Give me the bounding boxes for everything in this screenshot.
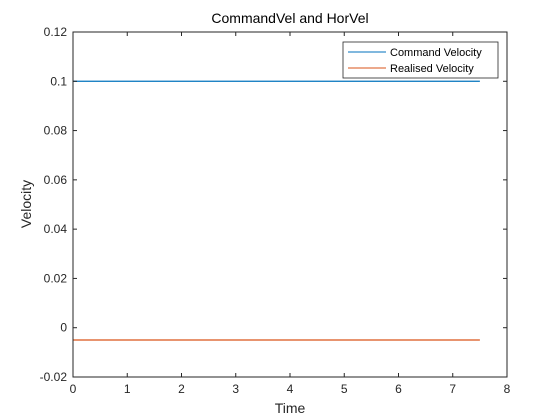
x-tick-label: 3 [232, 382, 239, 396]
y-tick-label: 0.04 [44, 222, 68, 236]
y-tick-label: 0.02 [44, 271, 68, 285]
chart-title: CommandVel and HorVel [211, 10, 368, 26]
series-layer [73, 80, 480, 341]
x-tick-label: 6 [395, 382, 402, 396]
legend-label-realised-velocity: Realised Velocity [390, 63, 474, 75]
y-tick-label: 0.12 [44, 25, 68, 39]
legend-label-command-velocity: Command Velocity [390, 47, 482, 59]
y-tick-label: 0.08 [44, 124, 68, 138]
x-axis-label: Time [275, 400, 306, 416]
x-tick-label: 5 [341, 382, 348, 396]
x-tick-label: 8 [504, 382, 511, 396]
y-tick-label: 0.06 [44, 173, 68, 187]
axes-box [72, 31, 508, 378]
x-tick-label: 2 [178, 382, 185, 396]
y-axis-label: Velocity [18, 180, 34, 228]
x-tick-label: 4 [287, 382, 294, 396]
plot-area [73, 32, 507, 377]
legend: Command Velocity Realised Velocity [342, 41, 499, 79]
legend-box [342, 41, 499, 79]
y-tick-label: 0 [60, 321, 67, 335]
x-tick-label: 1 [124, 382, 131, 396]
y-tick-label: 0.1 [50, 74, 67, 88]
y-tick-label: -0.02 [40, 370, 68, 384]
x-tick-label: 7 [449, 382, 456, 396]
x-tick-label: 0 [70, 382, 77, 396]
